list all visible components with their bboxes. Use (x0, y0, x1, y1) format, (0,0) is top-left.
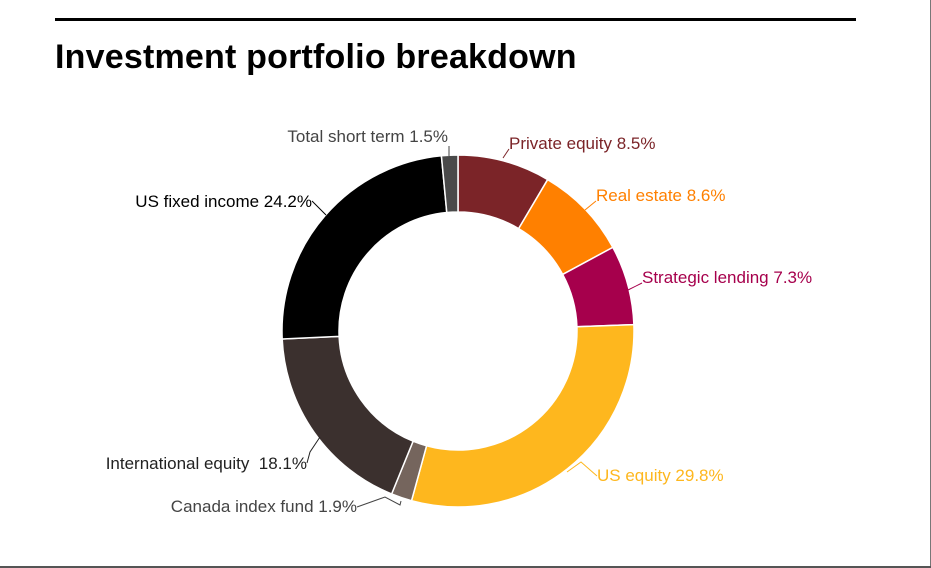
leader-line-us-equity (566, 461, 598, 477)
slice-label-international-equity: International equity 18.1% (106, 454, 307, 473)
leader-line-international-equity (306, 436, 321, 464)
slice-label-real-estate: Real estate 8.6% (596, 186, 725, 205)
slice-us-fixed-income (281, 154, 448, 340)
slice-total-short-term (440, 154, 459, 214)
donut-slices (281, 154, 635, 508)
chart-title: Investment portfolio breakdown (55, 38, 577, 76)
top-rule (55, 18, 856, 21)
leader-line-real-estate (584, 200, 597, 211)
leader-line-canada-index-fund (356, 496, 402, 508)
slice-us-equity (410, 323, 635, 508)
slice-label-us-fixed-income: US fixed income 24.2% (135, 192, 312, 211)
slice-label-us-equity: US equity 29.8% (597, 466, 724, 485)
slice-label-private-equity: Private equity 8.5% (509, 134, 655, 153)
leader-line-strategic-lending (627, 282, 643, 291)
label-leader-lines (306, 146, 643, 508)
slice-label-canada-index-fund: Canada index fund 1.9% (171, 497, 357, 516)
slice-label-total-short-term: Total short term 1.5% (287, 127, 448, 146)
slice-labels: Private equity 8.5% Real estate 8.6% Strat… (106, 127, 812, 516)
leader-line-us-fixed-income (311, 200, 327, 216)
leader-line-private-equity (502, 148, 510, 159)
bottom-rule (0, 566, 931, 568)
slice-label-strategic-lending: Strategic lending 7.3% (642, 268, 812, 287)
